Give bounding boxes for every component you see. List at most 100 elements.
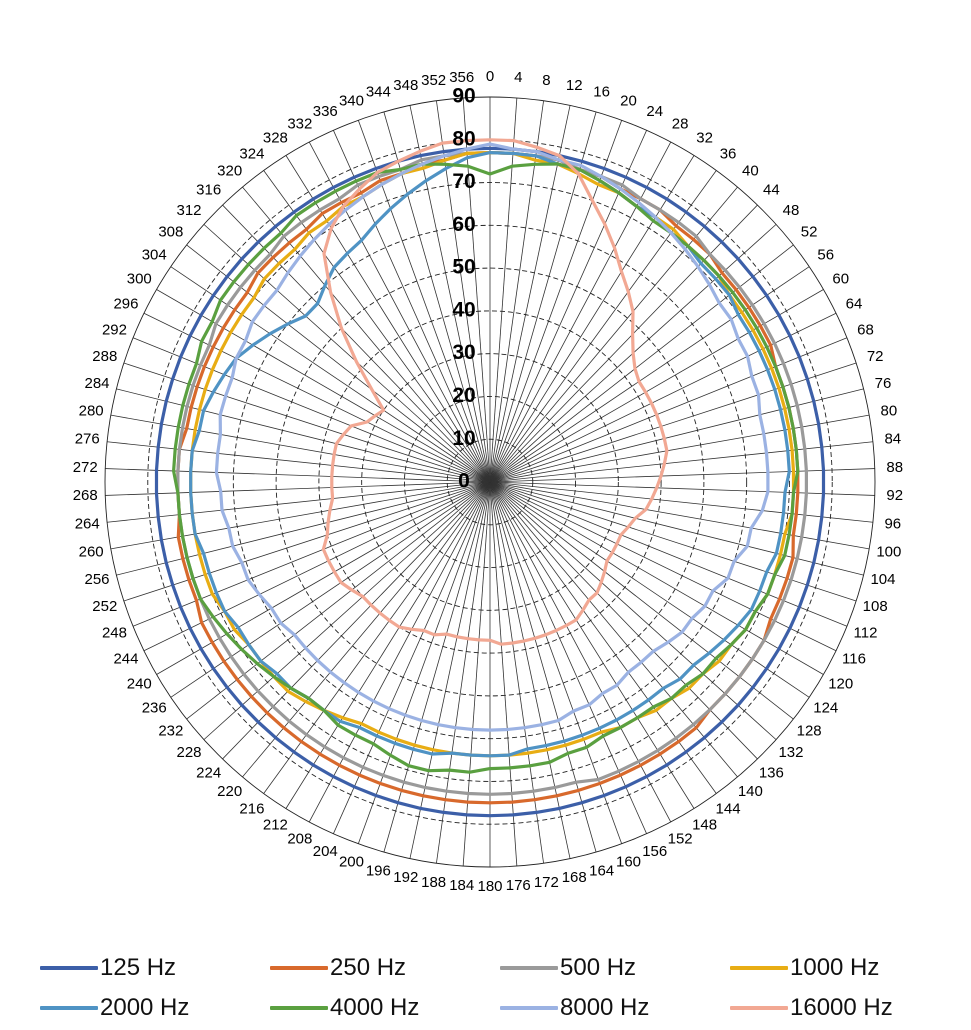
spoke-line <box>462 97 491 483</box>
angle-tick-label: 60 <box>832 270 849 287</box>
spoke-line <box>489 481 672 823</box>
angle-tick-label: 132 <box>778 744 803 761</box>
angle-tick-label: 92 <box>886 487 903 504</box>
spoke-line <box>489 312 837 483</box>
spoke-line <box>489 414 870 483</box>
angle-tick-label: 116 <box>842 651 866 668</box>
angle-tick-label: 204 <box>313 843 338 860</box>
spoke-line <box>105 468 491 483</box>
spoke-line <box>107 441 491 483</box>
angle-tick-label: 344 <box>366 84 391 101</box>
angle-tick-label: 4 <box>514 69 522 86</box>
legend-item: 8000 Hz <box>500 990 649 1026</box>
spoke-line <box>489 481 873 523</box>
legend-swatch <box>730 966 788 970</box>
series-line <box>321 138 669 646</box>
radial-labels: 0 10 20 30 40 50 60 70 80 90 <box>452 85 475 493</box>
spoke-line <box>132 337 491 483</box>
angle-tick-label: 244 <box>113 651 138 668</box>
angle-tick-label: 76 <box>875 375 892 392</box>
legend-item: 1000 Hz <box>730 950 879 986</box>
spoke-line <box>116 388 491 483</box>
spoke-line <box>489 481 544 864</box>
legend-label: 250 Hz <box>330 954 407 981</box>
spoke-line <box>489 204 758 483</box>
angle-tick-label: 72 <box>867 348 884 365</box>
angle-tick-label: 336 <box>313 103 338 120</box>
spoke-line <box>436 100 491 483</box>
angle-tick-label: 160 <box>616 854 641 871</box>
angle-tick-label: 288 <box>92 348 117 365</box>
spoke-line <box>222 204 491 483</box>
angle-tick-label: 168 <box>562 869 587 886</box>
legend-item: 125 Hz <box>40 950 176 986</box>
spoke-line <box>186 244 491 483</box>
ring-line <box>403 395 577 569</box>
polar-chart: 0 4 8 12 16202428323640444852566064687276808… <box>73 68 903 895</box>
series-lines <box>154 138 826 818</box>
spoke-line <box>489 441 873 483</box>
angle-tick-label: 256 <box>85 571 110 588</box>
angle-tick-label: 56 <box>817 246 834 263</box>
radial-tick-label: 0 <box>458 470 470 493</box>
radial-tick-label: 30 <box>452 341 475 364</box>
radial-tick-label: 90 <box>452 85 475 108</box>
angle-tick-label: 292 <box>102 321 127 338</box>
legend-swatch <box>500 966 558 970</box>
spoke-line <box>489 481 857 602</box>
angle-tick-label: 196 <box>366 862 391 879</box>
radial-tick-label: 60 <box>452 213 475 236</box>
angle-tick-label: 284 <box>85 375 110 392</box>
spoke-line <box>436 481 491 864</box>
spoke-line <box>203 224 491 483</box>
angle-tick-label: 264 <box>75 515 100 532</box>
radial-tick-label: 80 <box>452 127 475 150</box>
spoke-line <box>489 266 810 483</box>
spoke-line <box>116 481 491 576</box>
angle-tick-label: 304 <box>142 246 167 263</box>
legend-label: 2000 Hz <box>100 994 190 1021</box>
ring-line <box>361 353 619 611</box>
angle-tick-label: 324 <box>239 145 264 162</box>
legend-label: 500 Hz <box>560 954 637 981</box>
spoke-line <box>489 337 848 483</box>
angle-tick-label: 352 <box>421 72 446 89</box>
angle-tick-label: 156 <box>642 843 667 860</box>
series-line <box>214 142 770 732</box>
radial-tick-label: 70 <box>452 170 475 193</box>
angle-tick-label: 316 <box>196 182 221 199</box>
radial-tick-label: 40 <box>452 298 475 321</box>
spoke-line <box>110 481 491 550</box>
angle-tick-label: 164 <box>589 862 614 879</box>
ring-line <box>446 438 534 526</box>
angle-tick-label: 228 <box>177 744 202 761</box>
angle-tick-label: 340 <box>339 92 364 109</box>
angle-tick-label: 224 <box>196 764 221 781</box>
angle-tick-label: 180 <box>477 878 502 895</box>
legend-label: 1000 Hz <box>790 954 880 981</box>
legend-item: 250 Hz <box>270 950 406 986</box>
angle-tick-label: 20 <box>620 92 637 109</box>
legend-swatch <box>500 1006 558 1010</box>
spoke-line <box>489 481 864 576</box>
spoke-line <box>489 170 717 483</box>
angle-tick-label: 348 <box>393 77 418 94</box>
angle-tick-label: 248 <box>102 625 127 642</box>
angle-tick-label: 308 <box>158 224 183 241</box>
series-line <box>189 151 791 758</box>
legend-label: 125 Hz <box>100 954 177 981</box>
spoke-line <box>489 481 824 675</box>
spoke-line <box>489 141 672 483</box>
angle-tick-label: 64 <box>846 295 863 312</box>
angle-tick-label: 280 <box>79 403 104 420</box>
spoke-line <box>489 362 857 483</box>
radial-tick-label: 10 <box>452 427 475 450</box>
legend-label: 16000 Hz <box>790 994 893 1021</box>
spoke-line <box>409 105 491 483</box>
spoke-line <box>203 481 491 740</box>
spoke-line <box>489 186 738 483</box>
legend-swatch <box>730 1006 788 1010</box>
angle-tick-label: 208 <box>287 831 312 848</box>
radial-tick-label: 50 <box>452 256 475 279</box>
angle-tick-label: 240 <box>127 675 152 692</box>
